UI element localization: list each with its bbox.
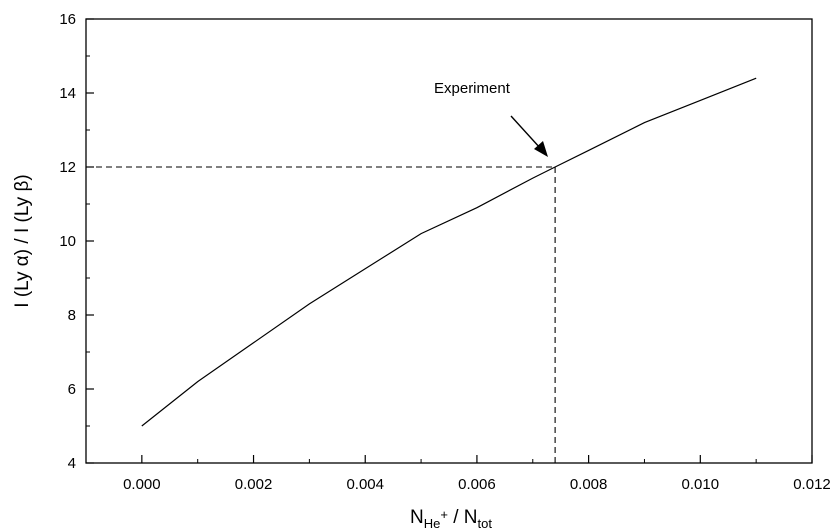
y-tick-label: 8 xyxy=(68,307,76,324)
y-tick-label: 4 xyxy=(68,455,76,472)
x-tick-label: 0.006 xyxy=(458,476,496,493)
axis-ticks xyxy=(85,18,813,464)
x-axis-title-sub2: tot xyxy=(478,516,493,531)
y-tick-label: 12 xyxy=(59,159,76,176)
x-tick-label: 0.000 xyxy=(123,476,161,493)
y-tick-label: 16 xyxy=(59,11,76,28)
y-tick-label: 6 xyxy=(68,381,76,398)
tick-labels: 0.000 0.002 0.004 0.006 0.008 0.010 0.012 4 6 8 10… xyxy=(59,11,830,493)
x-axis-title-sup: + xyxy=(440,507,448,522)
x-tick-label: 0.010 xyxy=(682,476,720,493)
annotation-arrow-head xyxy=(534,141,548,157)
x-axis-title-main: N xyxy=(410,507,424,528)
y-tick-label: 14 xyxy=(59,85,76,102)
x-tick-label: 0.008 xyxy=(570,476,608,493)
y-tick-label: 10 xyxy=(59,233,76,250)
x-axis-title-sub1: He xyxy=(424,516,441,531)
x-axis-title: NHe+ / Ntot xyxy=(410,507,492,531)
x-tick-label: 0.012 xyxy=(793,476,831,493)
annotation-label: Experiment xyxy=(434,80,511,97)
y-axis-title: I (Ly α) / I (Ly β) xyxy=(12,174,33,307)
x-tick-label: 0.002 xyxy=(235,476,273,493)
x-axis-title-mid: / N xyxy=(448,507,478,528)
experiment-annotation: Experiment xyxy=(434,80,548,157)
annotation-arrow-shaft xyxy=(510,115,542,150)
experiment-guide-lines xyxy=(86,166,556,463)
series-line xyxy=(141,77,757,427)
x-tick-label: 0.004 xyxy=(346,476,384,493)
